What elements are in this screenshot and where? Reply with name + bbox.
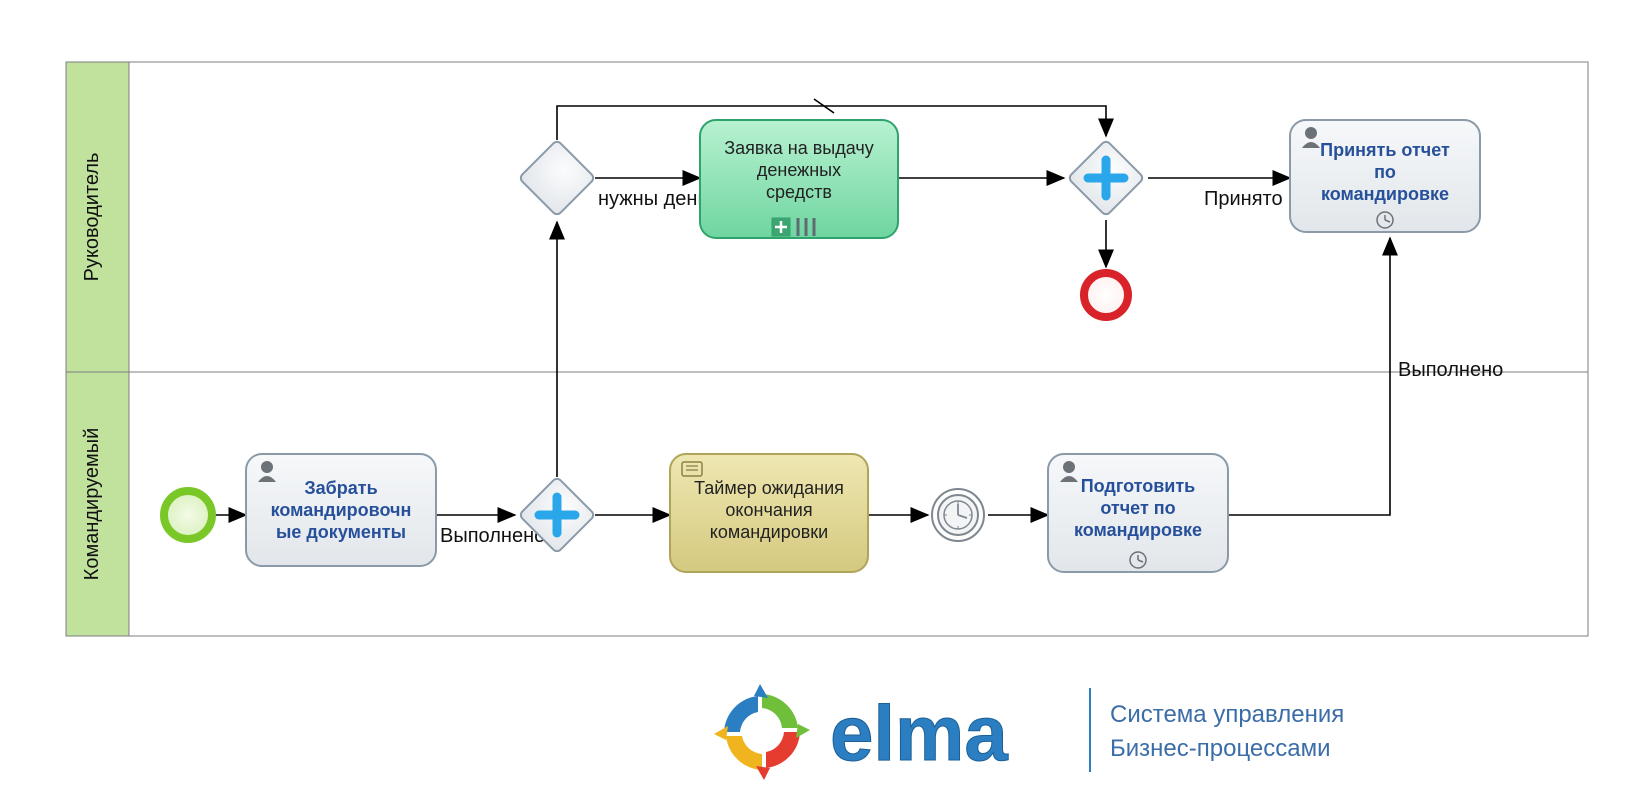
- footer-line2: Бизнес-процессами: [1110, 735, 1331, 762]
- lane-label-leader: Руководитель: [81, 153, 103, 282]
- lane-label-assignee: Командируемый: [81, 428, 103, 581]
- svg-text:командировке: командировке: [1074, 520, 1202, 540]
- svg-text:отчет по: отчет по: [1100, 498, 1175, 518]
- flow-label-accepted: Принято: [1204, 188, 1283, 210]
- end-event[interactable]: [1084, 273, 1128, 317]
- svg-text:командировки: командировки: [710, 522, 829, 542]
- svg-text:денежных: денежных: [757, 160, 841, 180]
- task-label: Забрать: [304, 478, 377, 498]
- svg-text:командировочн: командировочн: [271, 500, 412, 520]
- footer-branding: elma Система управления Бизнес-процессам…: [714, 684, 1344, 780]
- task-wait-timer[interactable]: Таймер ожидания окончания командировки: [670, 454, 868, 572]
- svg-text:Подготовить: Подготовить: [1081, 476, 1196, 496]
- flow-label-done2: Выполнено: [1398, 359, 1503, 381]
- svg-text:Заявка на выдачу: Заявка на выдачу: [724, 138, 873, 158]
- task-money-request[interactable]: Заявка на выдачу денежных средств: [700, 120, 898, 238]
- svg-text:средств: средств: [766, 182, 832, 202]
- svg-text:командировке: командировке: [1321, 184, 1449, 204]
- svg-text:окончания: окончания: [725, 500, 812, 520]
- svg-text:ые документы: ые документы: [276, 522, 406, 542]
- task-prepare-report[interactable]: Подготовить отчет по командировке: [1048, 454, 1228, 572]
- svg-text:elma: elma: [830, 689, 1008, 777]
- svg-text:Таймер ожидания: Таймер ожидания: [694, 478, 844, 498]
- task-pickup-docs[interactable]: Забрать командировочн ые документы: [246, 454, 436, 566]
- bpmn-diagram: Руководитель Командируемый Выполнено нуж…: [0, 0, 1632, 799]
- start-event[interactable]: [164, 491, 212, 539]
- flow-label-done1: Выполнено: [440, 525, 545, 547]
- timer-event[interactable]: [932, 489, 984, 541]
- footer-line1: Система управления: [1110, 701, 1344, 728]
- task-accept-report[interactable]: Принять отчет по командировке: [1290, 120, 1480, 232]
- svg-text:по: по: [1374, 162, 1396, 182]
- subprocess-plus-icon: [772, 218, 790, 236]
- logo-wordmark: elma: [830, 689, 1008, 777]
- svg-text:Принять отчет: Принять отчет: [1320, 140, 1450, 160]
- logo-icon: [714, 684, 810, 780]
